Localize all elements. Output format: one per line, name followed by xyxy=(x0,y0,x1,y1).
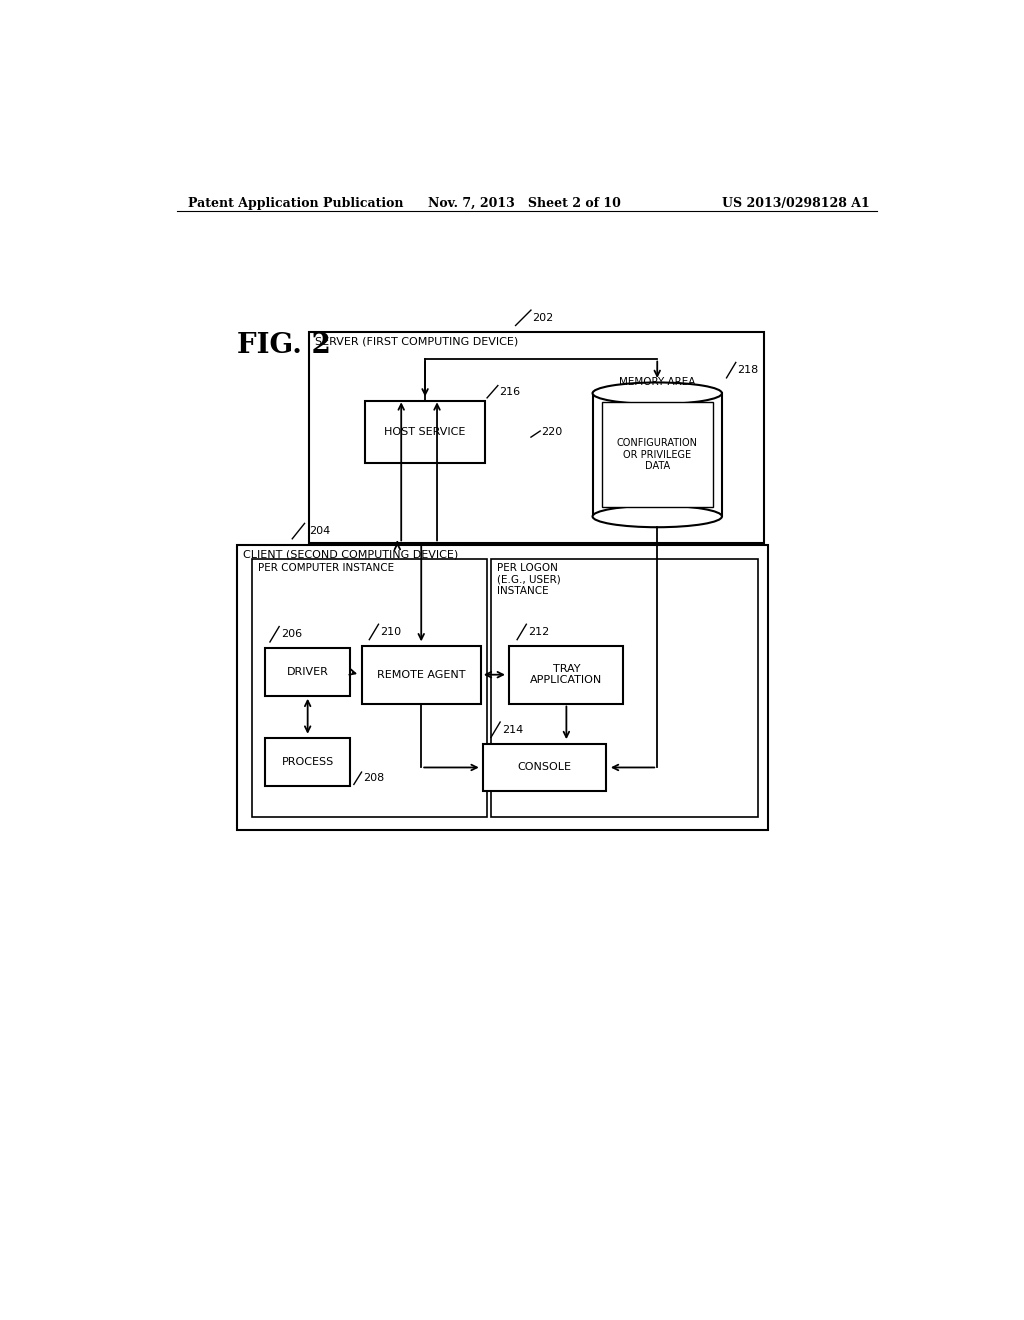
Bar xyxy=(252,558,487,817)
Text: TRAY
APPLICATION: TRAY APPLICATION xyxy=(530,664,602,685)
Bar xyxy=(602,403,713,507)
Text: PER COMPUTER INSTANCE: PER COMPUTER INSTANCE xyxy=(258,562,394,573)
Bar xyxy=(483,743,606,792)
Text: 202: 202 xyxy=(532,313,554,323)
Text: 214: 214 xyxy=(502,725,523,735)
Text: 206: 206 xyxy=(281,630,302,639)
Text: CONSOLE: CONSOLE xyxy=(518,763,571,772)
Bar xyxy=(237,545,768,830)
Text: REMOTE AGENT: REMOTE AGENT xyxy=(377,669,466,680)
Bar xyxy=(265,738,350,785)
Text: PROCESS: PROCESS xyxy=(282,758,334,767)
Bar xyxy=(309,331,764,544)
Text: 208: 208 xyxy=(364,774,384,783)
Bar xyxy=(361,645,481,704)
Text: DRIVER: DRIVER xyxy=(287,667,329,677)
Text: Nov. 7, 2013   Sheet 2 of 10: Nov. 7, 2013 Sheet 2 of 10 xyxy=(428,197,622,210)
Bar xyxy=(265,648,350,696)
Bar xyxy=(593,393,722,516)
Text: HOST SERVICE: HOST SERVICE xyxy=(384,426,466,437)
Text: 218: 218 xyxy=(737,366,759,375)
Text: 212: 212 xyxy=(528,627,549,638)
Text: CONFIGURATION
OR PRIVILEGE
DATA: CONFIGURATION OR PRIVILEGE DATA xyxy=(616,438,697,471)
Text: SERVER (FIRST COMPUTING DEVICE): SERVER (FIRST COMPUTING DEVICE) xyxy=(315,337,518,346)
Bar xyxy=(509,645,624,704)
Text: 210: 210 xyxy=(380,627,401,638)
Text: FIG. 2: FIG. 2 xyxy=(237,331,331,359)
Ellipse shape xyxy=(593,383,722,404)
Text: 204: 204 xyxy=(309,527,331,536)
Text: US 2013/0298128 A1: US 2013/0298128 A1 xyxy=(722,197,869,210)
Text: PER LOGON
(E.G., USER)
INSTANCE: PER LOGON (E.G., USER) INSTANCE xyxy=(497,562,561,595)
Text: CLIENT (SECOND COMPUTING DEVICE): CLIENT (SECOND COMPUTING DEVICE) xyxy=(243,549,458,560)
Bar xyxy=(366,401,484,462)
Text: 216: 216 xyxy=(500,387,520,397)
Ellipse shape xyxy=(593,506,722,527)
Text: Patent Application Publication: Patent Application Publication xyxy=(188,197,403,210)
Bar xyxy=(490,558,758,817)
Text: MEMORY AREA: MEMORY AREA xyxy=(620,378,695,388)
Text: 220: 220 xyxy=(541,426,562,437)
